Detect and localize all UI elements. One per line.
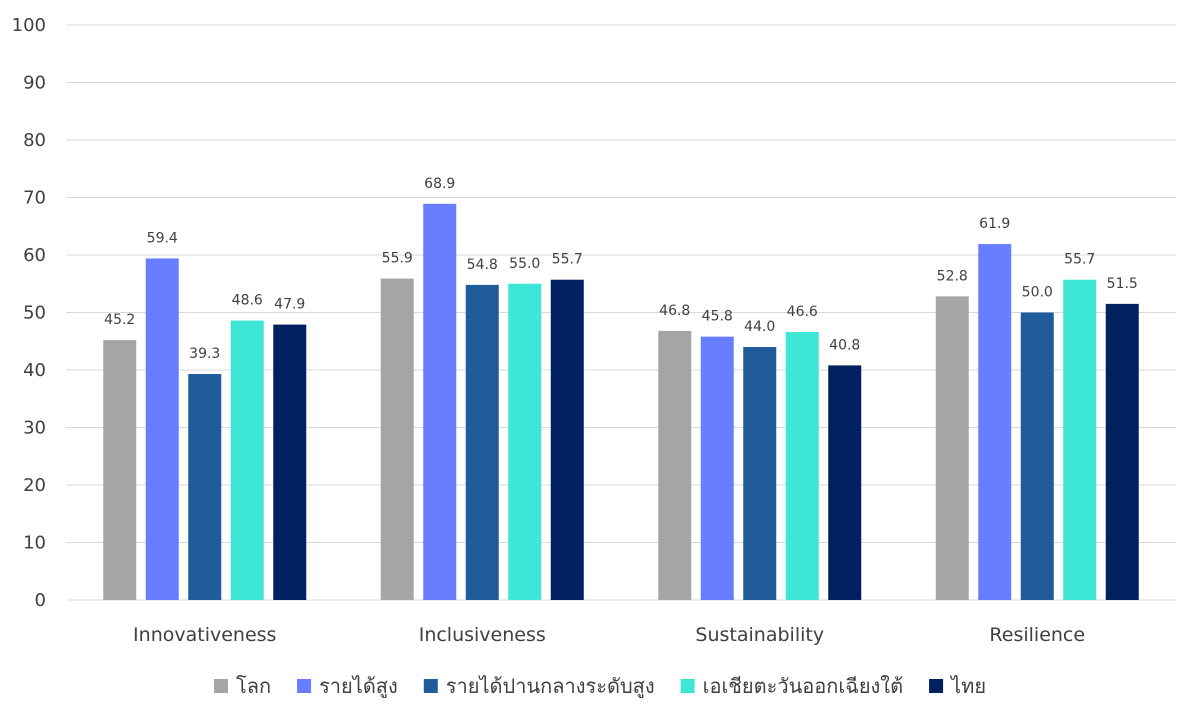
y-tick-label: 80 xyxy=(23,130,46,151)
data-label: 48.6 xyxy=(232,293,263,309)
bar xyxy=(423,203,457,600)
data-label: 45.2 xyxy=(104,312,135,328)
bar xyxy=(1063,279,1097,600)
data-label: 45.8 xyxy=(702,309,733,325)
y-tick-label: 0 xyxy=(35,590,46,611)
data-label: 54.8 xyxy=(467,257,498,273)
bar xyxy=(935,296,969,600)
data-label: 55.7 xyxy=(1064,252,1095,268)
legend-label: โลก xyxy=(236,674,271,698)
bar xyxy=(550,279,584,600)
y-tick-label: 40 xyxy=(23,360,46,381)
bar xyxy=(188,374,222,600)
legend-label: ไทย xyxy=(949,674,986,698)
data-label: 52.8 xyxy=(937,268,968,284)
data-label: 55.0 xyxy=(509,256,540,272)
data-label: 39.3 xyxy=(189,346,220,362)
data-label: 68.9 xyxy=(424,176,455,192)
bar xyxy=(465,284,499,600)
data-label: 55.7 xyxy=(552,252,583,268)
bar xyxy=(273,324,307,600)
bar xyxy=(978,244,1012,600)
data-label: 40.8 xyxy=(829,337,860,353)
x-category-label: Innovativeness xyxy=(133,624,276,646)
bar xyxy=(380,278,414,600)
data-label: 50.0 xyxy=(1022,285,1053,301)
bar xyxy=(828,365,862,600)
y-tick-label: 60 xyxy=(23,245,46,266)
bars xyxy=(103,203,1139,600)
data-label: 61.9 xyxy=(979,216,1010,232)
y-tick-label: 30 xyxy=(23,418,46,439)
legend-swatch xyxy=(680,679,695,693)
legend-label: เอเชียตะวันออกเฉียงใต้ xyxy=(703,674,903,698)
y-tick-label: 90 xyxy=(23,73,46,94)
data-label: 59.4 xyxy=(147,230,178,246)
data-label: 47.9 xyxy=(274,297,305,313)
y-tick-label: 10 xyxy=(23,533,46,554)
bar xyxy=(743,347,777,600)
legend-label: รายได้ปานกลางระดับสูง xyxy=(446,674,655,699)
y-tick-label: 20 xyxy=(23,475,46,496)
bar xyxy=(145,258,179,600)
legend: โลก รายได้สูง รายได้ปานกลางระดับสูง เอเชียต… xyxy=(213,674,986,699)
bar xyxy=(1105,303,1139,600)
legend-swatch xyxy=(297,679,312,693)
x-category-label: Inclusiveness xyxy=(419,624,546,646)
data-label: 51.5 xyxy=(1107,276,1138,292)
legend-swatch xyxy=(213,679,228,693)
legend-swatch xyxy=(929,679,944,693)
legend-swatch xyxy=(423,679,438,693)
y-tick-label: 50 xyxy=(23,303,46,324)
bar xyxy=(230,320,264,600)
y-tick-label: 70 xyxy=(23,188,46,209)
bar xyxy=(785,332,819,600)
data-label: 46.6 xyxy=(787,304,818,320)
data-label: 44.0 xyxy=(744,319,775,335)
data-label: 46.8 xyxy=(659,303,690,319)
x-category-label: Sustainability xyxy=(695,624,824,646)
bar xyxy=(1020,312,1054,600)
bar xyxy=(103,340,137,600)
x-axis-categories: Innovativeness Inclusiveness Sustainabilit… xyxy=(133,624,1085,646)
y-axis-ticks: 0 10 20 30 40 50 60 70 80 90 100 xyxy=(12,15,46,611)
bar xyxy=(700,336,734,600)
bar xyxy=(508,283,542,600)
legend-label: รายได้สูง xyxy=(319,674,398,699)
data-label: 55.9 xyxy=(382,251,413,267)
y-tick-label: 100 xyxy=(12,15,46,36)
x-category-label: Resilience xyxy=(989,624,1085,646)
bar xyxy=(658,330,692,600)
data-labels: 45.2 59.4 39.3 48.6 47.9 55.9 68.9 54.8 55.0 55.7… xyxy=(104,176,1138,362)
